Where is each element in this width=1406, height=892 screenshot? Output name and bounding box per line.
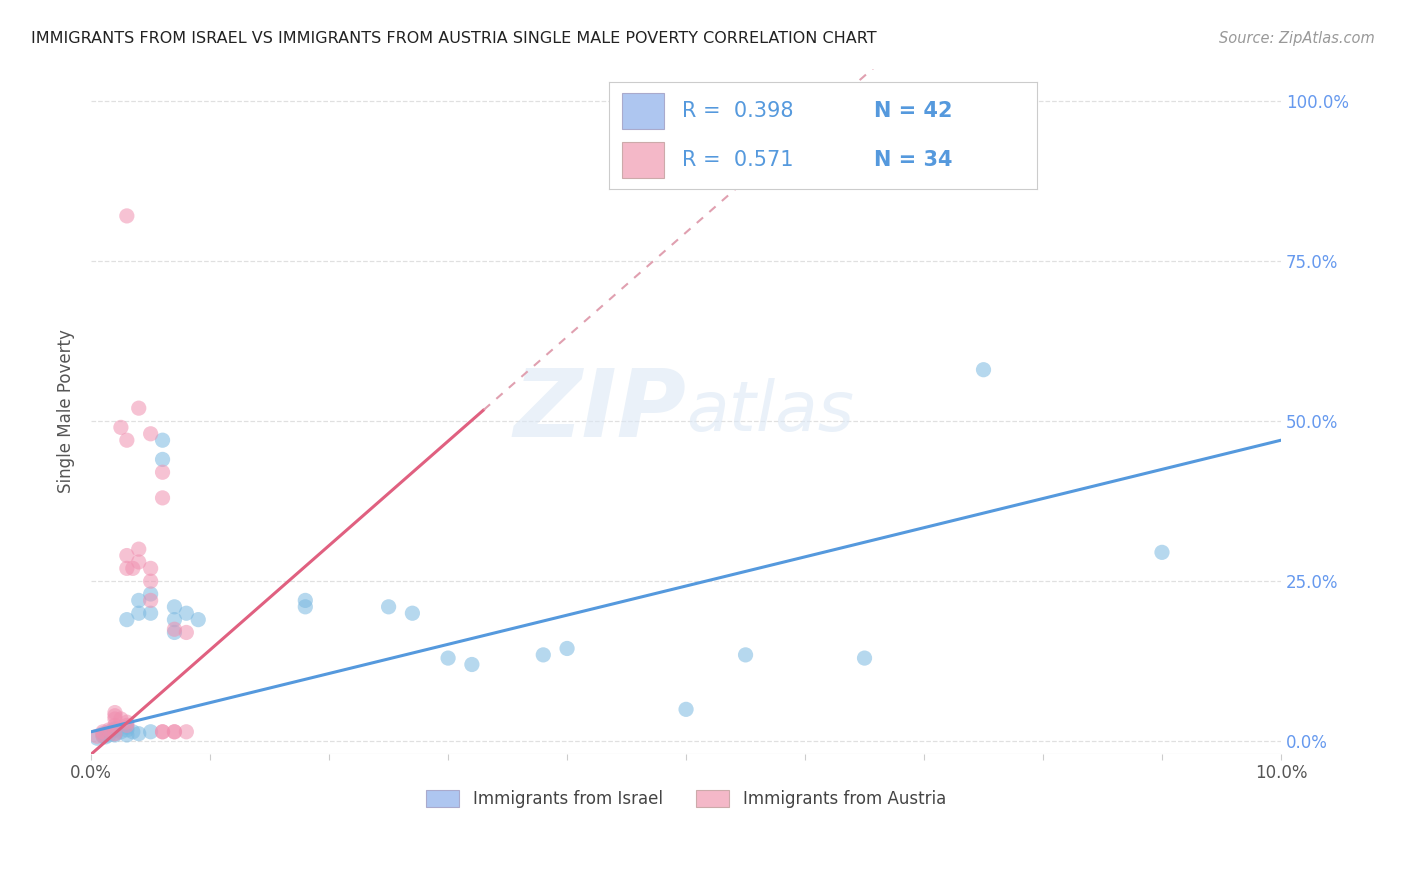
- Y-axis label: Single Male Poverty: Single Male Poverty: [58, 329, 75, 493]
- Point: [115, 720, 138, 734]
- Point: [555, 641, 578, 656]
- Text: Source: ZipAtlas.com: Source: ZipAtlas.com: [1219, 31, 1375, 46]
- Point: [115, 209, 138, 223]
- Point: [86, 729, 108, 743]
- Point: [104, 712, 127, 726]
- Point: [115, 728, 138, 742]
- Point: [104, 708, 127, 723]
- Point: [163, 625, 186, 640]
- Text: atlas: atlas: [686, 378, 853, 445]
- Point: [115, 613, 138, 627]
- Point: [121, 724, 143, 739]
- Point: [163, 599, 186, 614]
- Point: [294, 593, 316, 607]
- Point: [128, 401, 150, 416]
- Point: [401, 606, 423, 620]
- Point: [110, 724, 132, 739]
- Point: [104, 718, 127, 732]
- Point: [187, 613, 209, 627]
- Text: IMMIGRANTS FROM ISRAEL VS IMMIGRANTS FROM AUSTRIA SINGLE MALE POVERTY CORRELATIO: IMMIGRANTS FROM ISRAEL VS IMMIGRANTS FRO…: [31, 31, 876, 46]
- Point: [91, 727, 114, 741]
- Point: [139, 593, 162, 607]
- Point: [104, 722, 127, 736]
- Point: [91, 729, 114, 743]
- Point: [104, 723, 127, 737]
- Point: [734, 648, 756, 662]
- Point: [377, 599, 399, 614]
- Point: [152, 465, 174, 479]
- Point: [128, 727, 150, 741]
- Point: [110, 420, 132, 434]
- Point: [176, 606, 198, 620]
- Point: [176, 625, 198, 640]
- Point: [176, 724, 198, 739]
- Point: [675, 702, 697, 716]
- Point: [139, 574, 162, 589]
- Legend: Immigrants from Israel, Immigrants from Austria: Immigrants from Israel, Immigrants from …: [419, 783, 953, 814]
- Point: [98, 728, 121, 742]
- Point: [115, 715, 138, 730]
- Point: [139, 606, 162, 620]
- Point: [531, 648, 554, 662]
- Point: [128, 593, 150, 607]
- Point: [91, 728, 114, 742]
- Point: [152, 724, 174, 739]
- Point: [115, 723, 138, 737]
- Point: [152, 434, 174, 448]
- Point: [294, 599, 316, 614]
- Point: [91, 724, 114, 739]
- Point: [94, 730, 117, 744]
- Point: [163, 724, 186, 739]
- Point: [110, 712, 132, 726]
- Point: [104, 727, 127, 741]
- Point: [973, 362, 995, 376]
- Point: [115, 718, 138, 732]
- Point: [461, 657, 484, 672]
- Point: [152, 452, 174, 467]
- Point: [1150, 545, 1173, 559]
- Point: [98, 724, 121, 739]
- Point: [104, 728, 127, 742]
- Point: [437, 651, 460, 665]
- Point: [128, 606, 150, 620]
- Point: [86, 731, 108, 746]
- Point: [163, 622, 186, 636]
- Point: [104, 706, 127, 720]
- Point: [104, 727, 127, 741]
- Point: [853, 651, 876, 665]
- Point: [115, 561, 138, 575]
- Point: [152, 491, 174, 505]
- Point: [128, 555, 150, 569]
- Point: [115, 549, 138, 563]
- Point: [115, 434, 138, 448]
- Point: [121, 561, 143, 575]
- Point: [139, 561, 162, 575]
- Point: [163, 613, 186, 627]
- Text: ZIP: ZIP: [513, 366, 686, 458]
- Point: [152, 724, 174, 739]
- Point: [139, 724, 162, 739]
- Point: [139, 426, 162, 441]
- Point: [139, 587, 162, 601]
- Point: [163, 724, 186, 739]
- Point: [98, 723, 121, 737]
- Point: [128, 542, 150, 557]
